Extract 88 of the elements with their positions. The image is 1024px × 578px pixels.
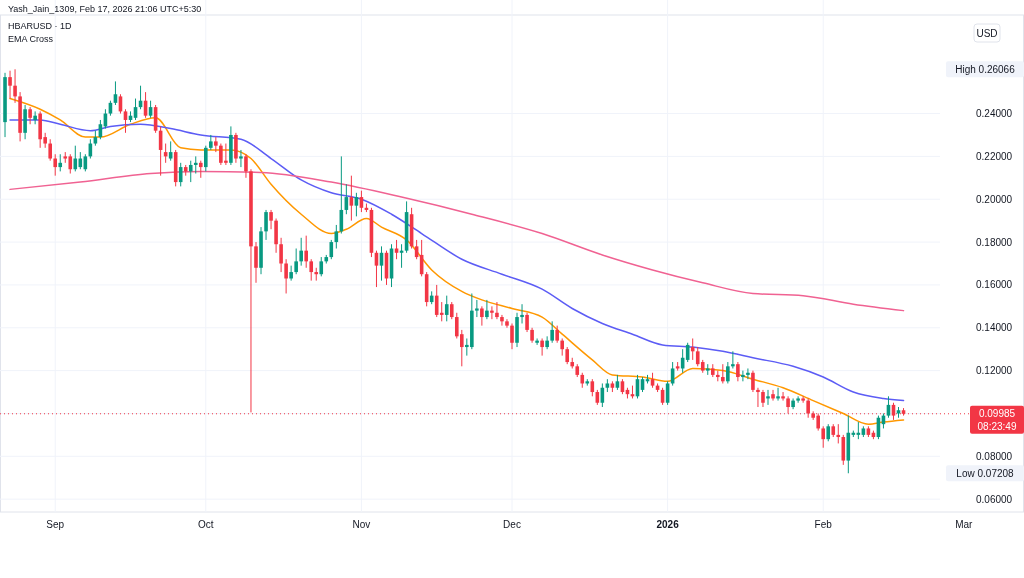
candlestick xyxy=(836,423,841,444)
candlestick xyxy=(525,312,529,333)
candlestick xyxy=(731,350,735,369)
candlestick xyxy=(510,322,514,350)
y-tick-label: 0.14000 xyxy=(976,322,1013,334)
candlestick xyxy=(264,209,268,241)
y-tick-label: 0.16000 xyxy=(976,279,1013,291)
x-tick-label: Nov xyxy=(352,518,371,530)
x-tick-label: Sep xyxy=(46,518,65,530)
candlestick xyxy=(776,387,780,402)
candlestick xyxy=(721,363,725,384)
candlestick xyxy=(299,237,303,267)
candlestick xyxy=(444,295,449,322)
candlestick xyxy=(329,239,334,260)
candlestick xyxy=(736,361,740,382)
y-tick-label: 0.20000 xyxy=(976,193,1013,205)
candlestick xyxy=(801,395,805,404)
candlestick xyxy=(244,153,248,179)
y-tick-label: 0.18000 xyxy=(976,236,1013,248)
x-tick-label: Mar xyxy=(955,518,974,530)
candlestick xyxy=(269,209,273,230)
candlestick xyxy=(168,140,173,162)
candlestick xyxy=(841,434,846,466)
chart-subtitle: Yash_Jain_1309, Feb 17, 2026 21:06 UTC+5:30 xyxy=(8,4,202,14)
candlestick xyxy=(294,248,298,275)
candlestick xyxy=(806,397,810,419)
x-tick-label: Oct xyxy=(198,518,214,530)
line-series xyxy=(9,170,905,312)
candlestick xyxy=(545,335,549,350)
y-tick-label: 0.12000 xyxy=(976,365,1013,377)
candlestick xyxy=(756,387,760,408)
candlestick xyxy=(791,397,795,410)
candlestick xyxy=(53,153,58,177)
candlestick xyxy=(771,389,775,402)
candlestick xyxy=(781,391,785,402)
candlestick xyxy=(73,145,78,172)
candlestick xyxy=(178,162,183,187)
candlestick xyxy=(500,314,504,327)
candlestick xyxy=(13,68,17,104)
candlestick xyxy=(751,370,755,393)
candlestick xyxy=(33,110,37,125)
candlestick xyxy=(8,70,12,100)
y-tick-label: 0.24000 xyxy=(976,108,1013,120)
candlestick xyxy=(279,237,283,273)
x-tick-label: 2026 xyxy=(656,518,680,530)
candlestick xyxy=(746,367,750,380)
candlestick xyxy=(475,299,479,318)
candlestick xyxy=(690,337,695,361)
candlestick xyxy=(490,305,494,320)
candlestick xyxy=(23,104,27,140)
candlestick xyxy=(309,258,314,282)
candlestick xyxy=(520,303,524,324)
y-tick-label: 0.22000 xyxy=(976,150,1013,162)
candlestick xyxy=(304,235,308,269)
candlestick xyxy=(796,395,800,404)
candlestick xyxy=(28,106,32,125)
annotation: 08:23:49 xyxy=(977,421,1017,433)
ref-line-label: 0.09985 xyxy=(978,408,1016,420)
x-tick-label: Dec xyxy=(503,518,521,530)
x-tick-label: Feb xyxy=(814,518,833,530)
candlestick xyxy=(234,132,238,164)
candlestick xyxy=(193,155,198,175)
candlestick xyxy=(726,361,730,384)
candlestick xyxy=(239,149,243,168)
candlestick xyxy=(821,425,826,449)
candlestick xyxy=(495,301,499,320)
candlestick xyxy=(535,337,539,346)
candlestick xyxy=(274,218,278,254)
candlestick xyxy=(540,337,544,357)
candlestick xyxy=(766,389,770,406)
text: HBARUSD · 1D xyxy=(8,21,73,31)
candlestick xyxy=(485,299,489,320)
annotation: EMA Cross xyxy=(8,34,54,44)
y-axis-title: USD xyxy=(976,27,998,39)
candlestick xyxy=(48,138,52,162)
annotation: High 0.26066 xyxy=(955,63,1016,75)
y-tick-label: 0.08000 xyxy=(976,450,1013,462)
candlestick xyxy=(254,241,258,284)
y-tick-label: 0.06000 xyxy=(976,493,1013,505)
candlestick xyxy=(188,160,193,183)
candlestick xyxy=(480,305,484,327)
annotation: Low 0.07208 xyxy=(956,467,1015,479)
candlestick xyxy=(550,320,554,344)
candlestick xyxy=(289,265,293,282)
candlestick xyxy=(319,256,324,277)
candlestick xyxy=(741,370,745,382)
candlestick xyxy=(284,258,288,294)
candlestick xyxy=(204,145,208,172)
